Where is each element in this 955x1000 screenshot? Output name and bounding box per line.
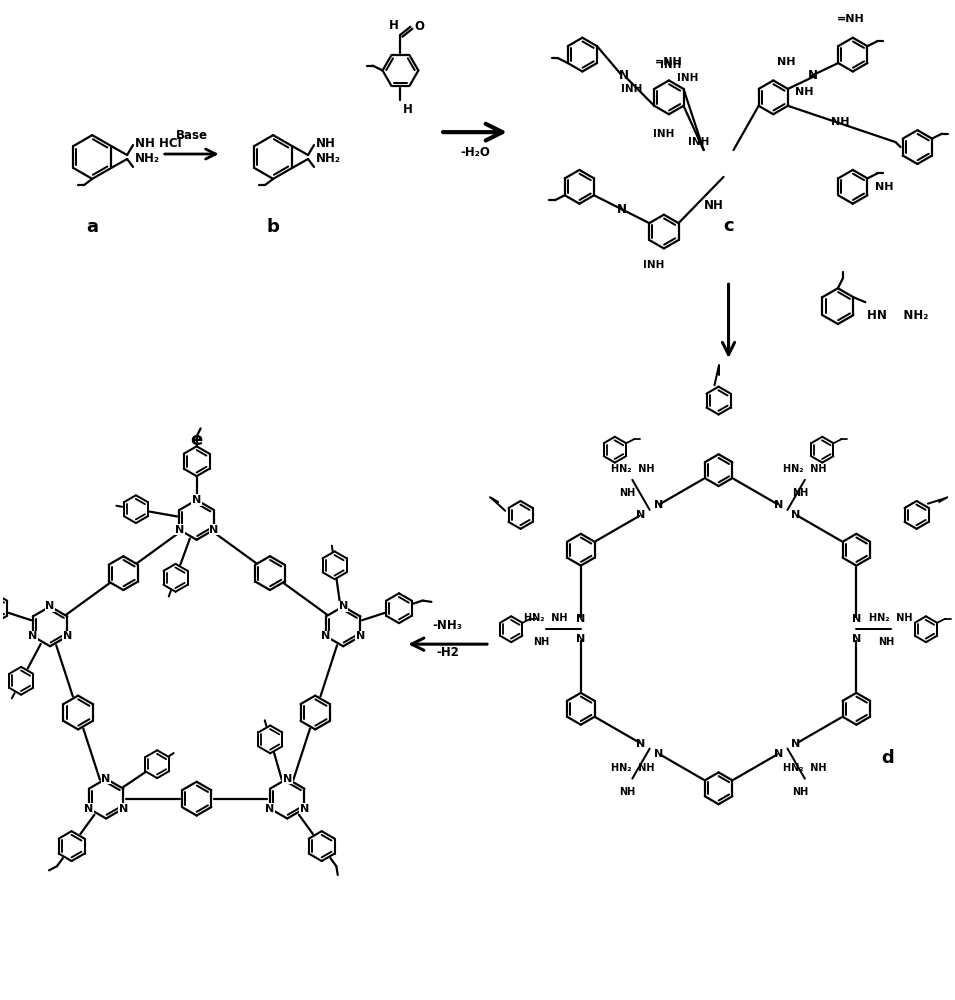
- Text: d: d: [881, 749, 894, 767]
- Text: NH: NH: [704, 199, 724, 212]
- Text: NH: NH: [777, 57, 796, 67]
- Text: NH: NH: [875, 182, 893, 192]
- Text: NH₂: NH₂: [316, 152, 341, 165]
- Text: N: N: [576, 634, 585, 644]
- Text: HN₂  NH: HN₂ NH: [783, 464, 827, 474]
- Text: INH: INH: [644, 260, 665, 270]
- Text: N: N: [29, 631, 37, 641]
- Text: H: H: [389, 19, 398, 32]
- Text: INH: INH: [677, 73, 698, 83]
- Text: N: N: [617, 203, 626, 216]
- Text: N: N: [209, 525, 219, 535]
- Text: NH: NH: [878, 637, 894, 647]
- Text: -H2: -H2: [436, 646, 459, 659]
- Text: INH: INH: [688, 137, 710, 147]
- Text: NH: NH: [533, 637, 549, 647]
- Text: NH: NH: [831, 117, 850, 127]
- Text: NH: NH: [619, 488, 635, 498]
- Text: N: N: [321, 631, 330, 641]
- Text: NH HCl: NH HCl: [135, 137, 181, 150]
- Text: NH: NH: [619, 787, 635, 797]
- Text: N: N: [775, 500, 783, 510]
- Text: INH: INH: [660, 60, 682, 70]
- Text: NH₂: NH₂: [135, 152, 160, 165]
- Text: H: H: [402, 103, 413, 116]
- Text: HN₂  NH: HN₂ NH: [610, 763, 654, 773]
- Text: N: N: [653, 749, 663, 759]
- Text: HN    NH₂: HN NH₂: [867, 309, 928, 322]
- Text: HN₂  NH: HN₂ NH: [869, 613, 913, 623]
- Text: N: N: [300, 804, 309, 814]
- Text: N: N: [63, 631, 72, 641]
- Text: N: N: [84, 804, 94, 814]
- Text: N: N: [792, 510, 800, 520]
- Text: HN₂  NH: HN₂ NH: [783, 763, 827, 773]
- Text: N: N: [792, 739, 800, 749]
- Text: N: N: [283, 774, 292, 784]
- Text: N: N: [46, 601, 54, 611]
- Text: =NH: =NH: [655, 57, 683, 67]
- Text: N: N: [653, 500, 663, 510]
- Text: N: N: [852, 634, 861, 644]
- Text: N: N: [852, 614, 861, 624]
- Text: N: N: [356, 631, 365, 641]
- Text: b: b: [266, 218, 280, 236]
- Text: a: a: [86, 218, 98, 236]
- Text: HN₂  NH: HN₂ NH: [610, 464, 654, 474]
- Text: N: N: [175, 525, 184, 535]
- Text: N: N: [775, 749, 783, 759]
- Text: N: N: [808, 69, 818, 82]
- Text: N: N: [636, 739, 646, 749]
- Text: N: N: [192, 495, 202, 505]
- Text: NH: NH: [796, 87, 814, 97]
- Text: N: N: [636, 510, 646, 520]
- Text: N: N: [101, 774, 111, 784]
- Text: =NH: =NH: [837, 14, 864, 24]
- Text: N: N: [339, 601, 348, 611]
- Text: -NH₃: -NH₃: [433, 619, 462, 632]
- Text: N: N: [265, 804, 275, 814]
- Text: INH: INH: [653, 129, 674, 139]
- Text: e: e: [190, 431, 202, 449]
- Text: INH: INH: [621, 84, 642, 94]
- Text: HN₂  NH: HN₂ NH: [524, 613, 568, 623]
- Text: NH: NH: [316, 137, 336, 150]
- Text: NH: NH: [792, 787, 808, 797]
- Text: N: N: [118, 804, 128, 814]
- Text: Base: Base: [176, 129, 207, 142]
- Text: NH: NH: [792, 488, 808, 498]
- Text: O: O: [414, 20, 424, 33]
- Text: N: N: [619, 69, 628, 82]
- Text: c: c: [723, 217, 733, 235]
- Text: N: N: [576, 614, 585, 624]
- Text: -H₂O: -H₂O: [460, 146, 490, 159]
